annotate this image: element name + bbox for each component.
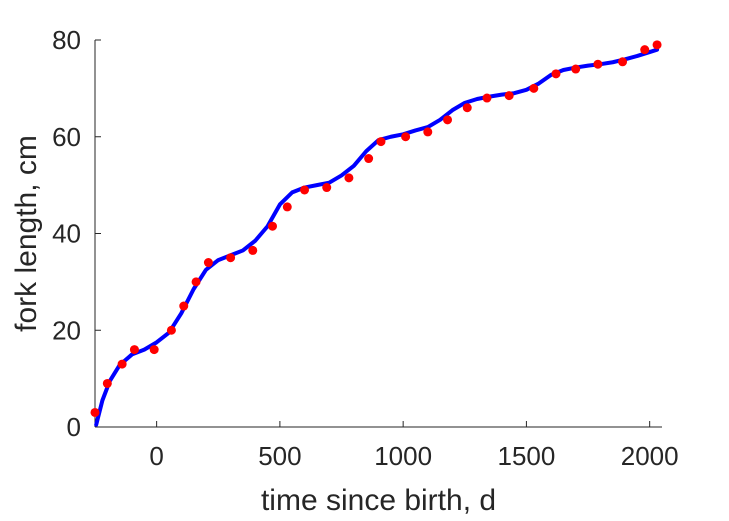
x-tick-label: 2000 [621, 441, 679, 471]
x-axis-label: time since birth, d [261, 484, 496, 517]
data-point [364, 154, 374, 164]
y-tick-label: 60 [52, 122, 81, 152]
y-tick-label: 80 [52, 25, 81, 55]
data-point [423, 127, 433, 137]
x-tick-label: 1000 [374, 441, 432, 471]
data-point [482, 93, 492, 103]
x-tick-label: 0 [149, 441, 163, 471]
data-point [652, 40, 662, 50]
x-tick-label: 500 [258, 441, 301, 471]
data-point [571, 64, 581, 74]
y-tick-label: 40 [52, 219, 81, 249]
data-point [179, 301, 189, 311]
x-tick-label: 1500 [497, 441, 555, 471]
series-layer [90, 40, 662, 427]
data-point [344, 173, 354, 183]
y-tick-label: 20 [52, 315, 81, 345]
x-ticks: 0 500 1000 1500 2000 [149, 421, 679, 471]
data-point [443, 115, 453, 125]
data-point [191, 277, 201, 287]
data-point [618, 57, 628, 67]
y-tick-label: 0 [67, 412, 81, 442]
data-point [282, 202, 292, 212]
data-point [504, 91, 514, 101]
data-point [248, 245, 258, 255]
y-ticks: 0 20 40 60 80 [52, 25, 101, 442]
data-point [376, 137, 386, 147]
data-point [129, 345, 139, 355]
data-point [203, 258, 213, 268]
y-axis-label: fork length, cm [10, 135, 43, 332]
data-point [149, 345, 159, 355]
data-point [462, 103, 472, 113]
fit-curve-line [94, 47, 660, 427]
data-point [117, 359, 127, 369]
data-point [401, 132, 411, 142]
data-point [300, 185, 310, 195]
data-point [551, 69, 561, 79]
data-point [322, 183, 332, 193]
data-point [268, 221, 277, 231]
data-point [640, 45, 650, 55]
axes: 0 500 1000 1500 2000 0 20 40 60 80 [52, 25, 679, 471]
data-point [166, 325, 176, 335]
data-point [529, 83, 539, 93]
data-point [102, 378, 112, 388]
data-point [90, 407, 100, 417]
data-point [226, 253, 236, 263]
data-point [593, 59, 603, 69]
